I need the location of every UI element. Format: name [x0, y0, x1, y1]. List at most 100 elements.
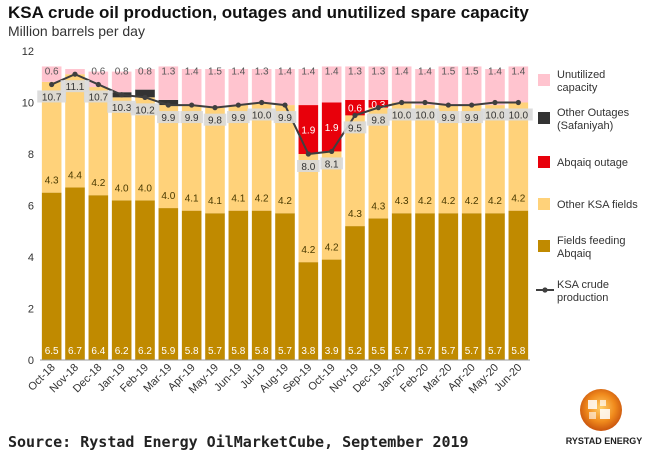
- production-value-label-bg: [410, 108, 440, 121]
- other-ksa-value-label: 4.3: [395, 196, 409, 207]
- bar-spare: [275, 69, 295, 106]
- production-point: [49, 81, 55, 88]
- legend-swatch-spare: [538, 74, 550, 86]
- bar-spare: [41, 66, 62, 82]
- production-value-label: 10.2: [135, 105, 155, 116]
- bar-spare: [135, 69, 155, 90]
- other-ksa-value-label: 4.1: [208, 196, 222, 207]
- y-tick-label: 6: [28, 201, 34, 213]
- other-ksa-value-label: 4.2: [301, 245, 315, 256]
- bar-spare: [508, 66, 529, 103]
- bar-abqaiq_outage: [321, 102, 342, 152]
- bar-fields_abqaiq: [181, 210, 202, 360]
- fields-abqaiq-value-label: 5.7: [418, 346, 432, 357]
- bar-other_ksa: [111, 97, 132, 201]
- other-ksa-value-label: 4.4: [68, 170, 82, 181]
- bar-fields_abqaiq: [368, 218, 389, 360]
- y-tick-label: 2: [28, 304, 34, 316]
- bar-other_ksa: [158, 105, 179, 209]
- spare-value-label: 1.4: [418, 66, 432, 77]
- bar-spare: [415, 69, 435, 106]
- production-value-label: 11.1: [66, 82, 85, 93]
- bar-spare: [321, 66, 342, 103]
- fields-abqaiq-value-label: 5.5: [371, 346, 385, 357]
- production-point: [469, 102, 475, 108]
- legend-label: Unutilized capacity: [557, 69, 605, 94]
- bar-fields_abqaiq: [438, 213, 459, 360]
- fields-abqaiq-value-label: 5.2: [348, 346, 362, 357]
- other-ksa-value-label: 4.2: [418, 196, 432, 207]
- other-ksa-value-label: 4.1: [231, 194, 245, 205]
- bar-other_ksa: [275, 105, 295, 214]
- abqaiq-outage-value-label: 1.9: [301, 126, 315, 137]
- production-value-label-bg: [367, 113, 390, 126]
- bar-fields_abqaiq: [461, 213, 482, 360]
- production-value-label-bg: [503, 108, 533, 121]
- production-point: [445, 102, 451, 108]
- production-value-label-bg: [437, 111, 460, 124]
- fields-abqaiq-value-label: 6.2: [138, 346, 152, 357]
- bar-fields_abqaiq: [415, 213, 435, 360]
- abqaiq-outage-value-label: 0.6: [348, 104, 362, 115]
- other-ksa-value-label: 4.3: [45, 176, 59, 187]
- y-tick-label: 8: [28, 149, 34, 161]
- production-point: [305, 151, 311, 157]
- production-value-label-bg: [157, 111, 180, 124]
- production-point: [329, 148, 335, 155]
- production-value-label-bg: [273, 111, 297, 124]
- bar-fields_abqaiq: [345, 226, 365, 360]
- spare-value-label: 1.3: [371, 66, 385, 77]
- bar-fields_abqaiq: [391, 213, 412, 360]
- production-value-label: 9.9: [278, 113, 292, 124]
- production-value-label: 9.9: [185, 113, 199, 124]
- bar-spare: [391, 66, 412, 103]
- bar-other_ksa: [438, 105, 459, 214]
- production-value-label: 10.3: [112, 103, 132, 114]
- production-value-label-bg: [297, 160, 320, 172]
- chart-subtitle: Million barrels per day: [8, 23, 145, 39]
- bar-fields_abqaiq: [321, 259, 342, 360]
- legend-label: KSA crude production: [557, 279, 609, 304]
- fields-abqaiq-value-label: 6.4: [91, 346, 105, 357]
- fields-abqaiq-value-label: 6.7: [68, 346, 82, 357]
- bar-fields_abqaiq: [205, 213, 225, 360]
- production-point: [259, 99, 265, 106]
- legend-label: Fields feeding Abqaiq: [557, 235, 626, 260]
- spare-value-label: 0.8: [115, 66, 129, 77]
- y-tick-label: 10: [22, 98, 34, 110]
- fields-abqaiq-value-label: 5.9: [161, 346, 175, 357]
- production-value-label-bg: [60, 80, 90, 93]
- spare-value-label: 1.3: [161, 66, 175, 77]
- bar-other_ksa: [88, 87, 109, 196]
- other-ksa-value-label: 4.2: [488, 196, 502, 207]
- production-value-label-bg: [180, 111, 203, 124]
- bar-other_ksa: [181, 105, 202, 211]
- production-point: [422, 99, 428, 106]
- spare-value-label: 1.4: [488, 66, 502, 77]
- other-ksa-value-label: 4.2: [465, 196, 479, 207]
- production-point: [142, 94, 148, 100]
- bar-spare: [205, 69, 225, 108]
- production-value-label-bg: [83, 90, 113, 103]
- bar-other_ksa: [251, 102, 272, 211]
- bar-spare: [111, 71, 132, 93]
- legend-swatch-fields_abqaiq: [538, 240, 550, 252]
- bar-other_ksa: [321, 151, 342, 260]
- production-value-label-bg: [460, 111, 483, 124]
- production-point: [375, 105, 381, 111]
- logo-text: RYSTAD ENERGY: [565, 436, 643, 446]
- production-value-label: 9.8: [371, 116, 385, 127]
- production-value-label: 8.1: [325, 159, 339, 170]
- fields-abqaiq-value-label: 5.7: [395, 346, 409, 357]
- legend-label-line: Other Outages: [557, 107, 630, 119]
- production-point: [212, 105, 218, 111]
- production-value-label-bg: [203, 113, 227, 126]
- legend-label-line: Fields feeding: [557, 235, 626, 247]
- bar-fields_abqaiq: [228, 210, 249, 360]
- bar-other_ksa: [391, 102, 412, 214]
- production-value-label: 9.5: [348, 123, 362, 134]
- spare-value-label: 1.4: [395, 66, 409, 77]
- production-value-label: 10.7: [89, 92, 109, 103]
- bar-other_ksa: [298, 154, 319, 263]
